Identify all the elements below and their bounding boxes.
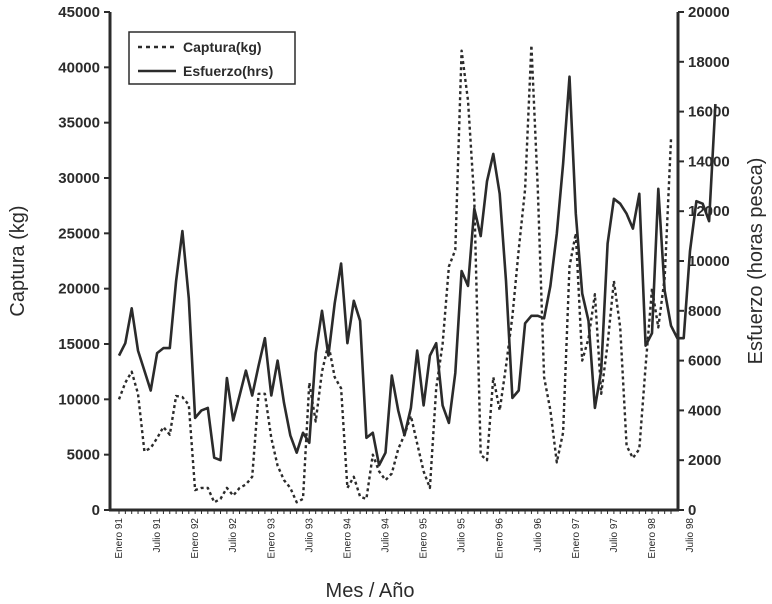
x-tick-label: Julio 93 [304, 518, 315, 553]
series-line-captura [117, 44, 673, 504]
legend-label-captura: Captura(kg) [183, 39, 262, 55]
right-tick-label: 18000 [688, 54, 730, 71]
left-axis-ticks: 0 5000 10000 15000 20000 25000 30000 35000 40000… [58, 4, 110, 519]
x-tick-label: Enero 91 [114, 518, 125, 559]
x-tick-label: Julio 94 [380, 518, 391, 553]
x-tick-label: Julio 92 [228, 518, 239, 553]
x-tick-label: Enero 93 [266, 518, 277, 559]
left-tick-label: 20000 [58, 281, 100, 298]
x-tick-label: Enero 95 [419, 518, 430, 559]
right-tick-label: 6000 [688, 353, 721, 370]
left-tick-label: 30000 [58, 170, 100, 187]
right-tick-label: 8000 [688, 303, 721, 320]
x-tick-label: Enero 98 [647, 518, 658, 559]
right-tick-label: 10000 [688, 253, 730, 270]
series-line-esfuerzo [117, 75, 717, 467]
x-tick-label: Enero 97 [571, 518, 582, 559]
series-layer [117, 44, 717, 504]
left-tick-label: 0 [92, 502, 100, 519]
left-tick-label: 35000 [58, 115, 100, 132]
left-tick-label: 15000 [58, 336, 100, 353]
right-tick-label: 4000 [688, 402, 721, 419]
right-tick-label: 0 [688, 502, 696, 519]
left-tick-label: 40000 [58, 59, 100, 76]
x-axis-ticks: Enero 91 Julio 91 Enero 92 Julio 92 Enero 93… [114, 510, 696, 559]
left-tick-label: 5000 [67, 447, 100, 464]
x-tick-label: Enero 96 [495, 518, 506, 559]
x-tick-label: Julio 97 [609, 518, 620, 553]
x-tick-label: Julio 95 [457, 518, 468, 553]
y-axis-left-title: Captura (kg) [7, 205, 29, 316]
x-tick-label: Julio 98 [685, 518, 696, 553]
left-tick-label: 25000 [58, 225, 100, 242]
right-tick-label: 14000 [688, 153, 730, 170]
left-tick-label: 45000 [58, 4, 100, 21]
right-tick-label: 16000 [688, 104, 730, 121]
right-tick-label: 2000 [688, 452, 721, 469]
x-tick-label: Enero 94 [342, 518, 353, 559]
legend-box [128, 31, 296, 85]
x-axis-title: Mes / Año [326, 580, 415, 602]
y-axis-right-title: Esfuerzo (horas pesca) [745, 158, 767, 365]
legend: Captura(kg) Esfuerzo(hrs) [128, 31, 296, 85]
x-tick-label: Enero 92 [190, 518, 201, 559]
x-tick-label: Julio 96 [533, 518, 544, 553]
right-axis-ticks: 0200040006000800010000120001400016000180… [678, 4, 730, 519]
x-tick-label: Julio 91 [152, 518, 163, 553]
legend-label-esfuerzo: Esfuerzo(hrs) [183, 63, 273, 79]
right-tick-label: 20000 [688, 4, 730, 21]
left-tick-label: 10000 [58, 391, 100, 408]
